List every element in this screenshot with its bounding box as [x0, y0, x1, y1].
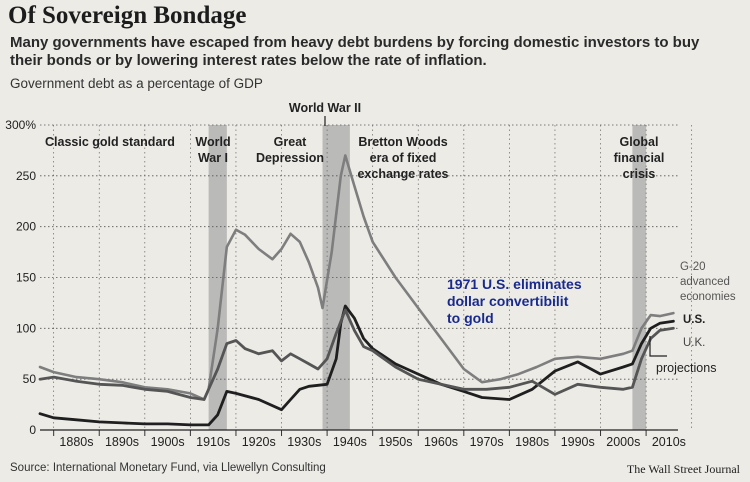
bretton-woods-label: exchange rates [357, 167, 448, 181]
series-lines [38, 154, 675, 427]
great-depression-label: Great [274, 135, 307, 149]
us-series-label: U.S. [683, 314, 705, 326]
series-line-2 [38, 308, 675, 401]
x-tick-label: 1900s [151, 435, 185, 449]
x-tick-label: 1920s [242, 435, 276, 449]
x-tick-label: 1930s [287, 435, 321, 449]
x-tick-label: 1970s [470, 435, 504, 449]
y-tick-label: 200 [16, 220, 36, 234]
chart-subtitle: Many governments have escaped from heavy… [10, 34, 700, 69]
gfc-label: Global [620, 135, 659, 149]
y-tick-label: 100 [16, 321, 36, 335]
wwii-label: World War II [289, 101, 361, 115]
g20-series-label: advanced [680, 276, 730, 288]
gfc-label: crisis [623, 167, 656, 181]
annotation-1971: dollar convertibilit [447, 293, 569, 309]
x-tick-label: 2010s [652, 435, 686, 449]
uk-series-label: U.K. [683, 337, 705, 349]
x-tick-label: 1960s [424, 435, 458, 449]
y-tick-label: 300% [5, 118, 36, 132]
chart-title: Of Sovereign Bondage [8, 2, 247, 29]
x-tick-label: 1940s [333, 435, 367, 449]
source-note: Source: International Monetary Fund, via… [10, 462, 326, 474]
x-tick-label: 1910s [196, 435, 230, 449]
y-tick-label: 0 [29, 423, 36, 437]
series-line-1 [38, 304, 675, 427]
annotation-1971: to gold [447, 310, 494, 326]
gold-standard-label: Classic gold standard [45, 135, 175, 149]
series-line-0 [38, 154, 675, 401]
gfc-label: financial [614, 151, 665, 165]
chart-labels: World War I World War II Global financial cri… [45, 101, 736, 375]
publisher-credit: The Wall Street Journal [626, 462, 740, 476]
x-tick-label: 2000s [606, 435, 640, 449]
g20-series-label: G-20 [680, 261, 706, 273]
projections-bracket [649, 336, 667, 357]
annotation-1971: 1971 U.S. eliminates [447, 276, 582, 292]
x-tick-label: 1880s [59, 435, 93, 449]
axes: 0 50 100 150 200 250 300% 1880s 1890s 1900s 1910s 1… [5, 118, 686, 449]
g20-series-label: economies [680, 291, 736, 303]
bretton-woods-label: era of fixed [370, 151, 437, 165]
y-tick-label: 150 [16, 271, 36, 285]
y-tick-label: 250 [16, 169, 36, 183]
bretton-woods-label: Bretton Woods [358, 135, 447, 149]
wwi-label: World [195, 135, 230, 149]
x-tick-label: 1950s [378, 435, 412, 449]
x-tick-label: 1980s [515, 435, 549, 449]
wwi-label: War I [198, 151, 228, 165]
y-tick-label: 50 [23, 372, 37, 386]
x-tick-label: 1990s [561, 435, 595, 449]
projections-label: projections [656, 361, 716, 375]
y-axis-label: Government debt as a percentage of GDP [10, 76, 263, 91]
great-depression-label: Depression [256, 151, 324, 165]
x-tick-label: 1890s [105, 435, 139, 449]
